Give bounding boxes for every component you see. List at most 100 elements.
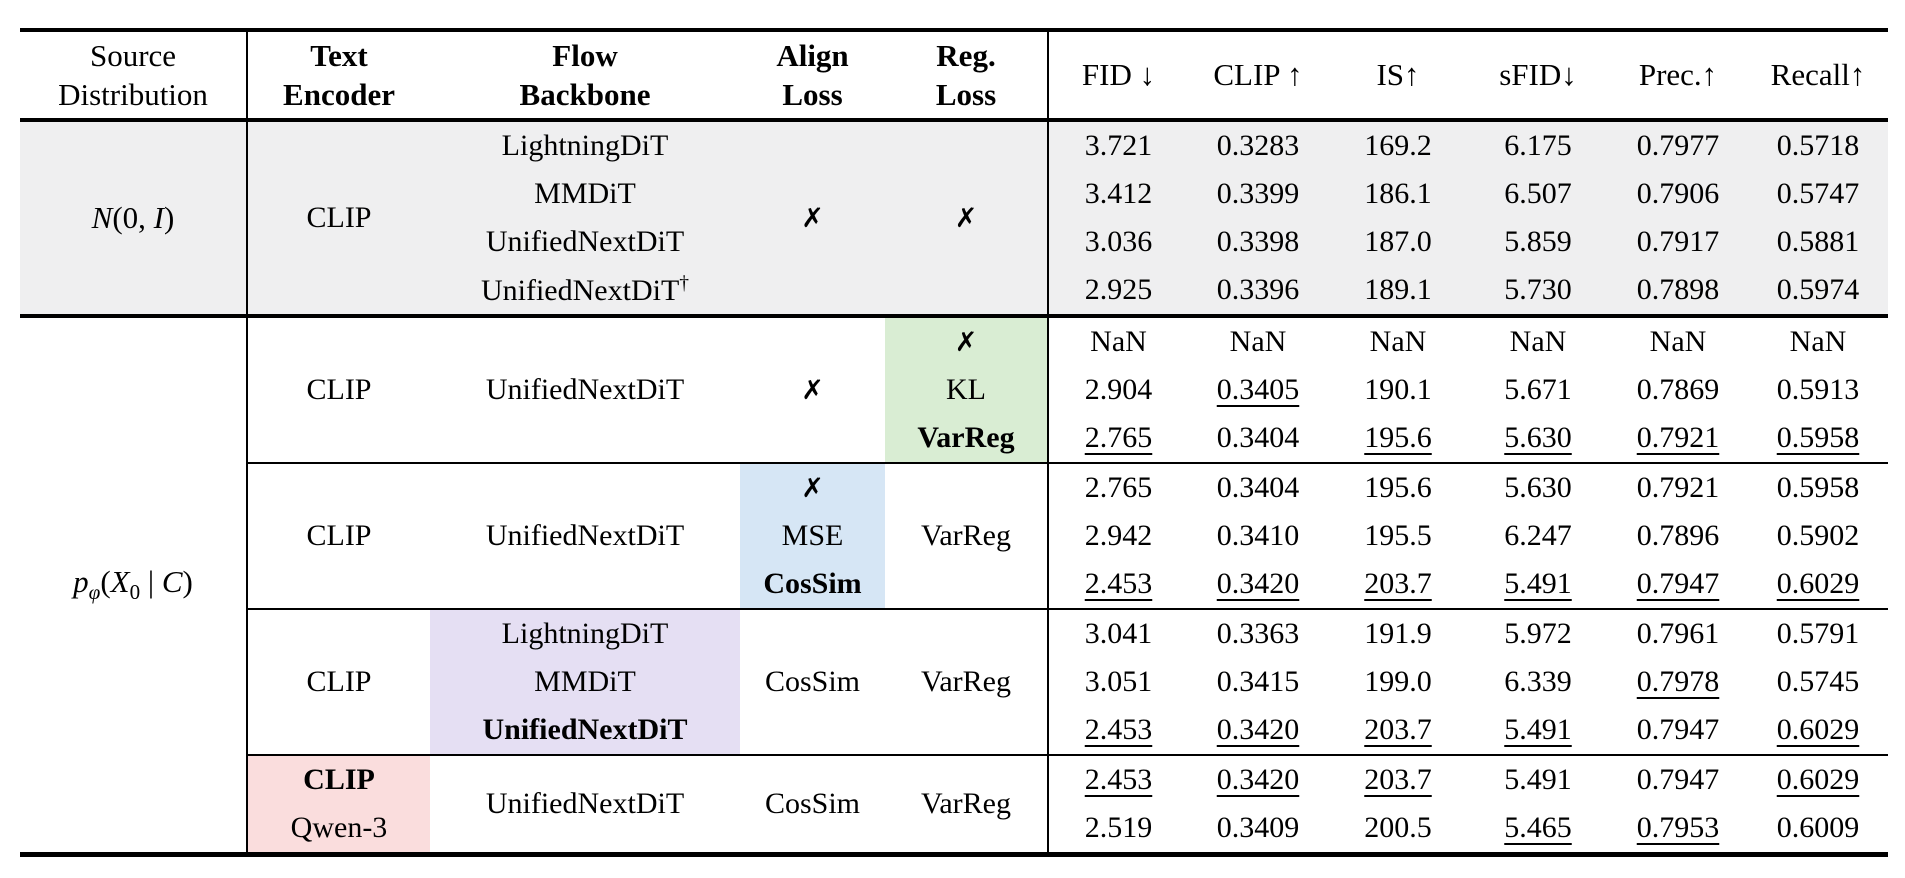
cell-metric-sfid: 5.730 bbox=[1468, 266, 1608, 316]
cell-metric-clip: 0.3398 bbox=[1188, 218, 1328, 266]
config-label: CLIP bbox=[303, 763, 375, 796]
cell-text-encoder: CLIP bbox=[247, 608, 430, 755]
metric-value: 2.942 bbox=[1084, 519, 1153, 552]
metric-value: 203.7 bbox=[1364, 713, 1432, 746]
table-row: Qwen-3 2.519 0.3409 200.5 5.465 0.7953 0.6009 bbox=[20, 804, 1888, 855]
header-line: Loss bbox=[782, 77, 843, 112]
cell-metric-fid: 3.051 bbox=[1047, 658, 1188, 706]
table-row: CLIP LightningDiT CosSim VarReg 3.041 0.3363 1… bbox=[20, 608, 1888, 755]
metric-value: 2.925 bbox=[1084, 273, 1153, 306]
cell-metric-sfid: 5.671 bbox=[1468, 366, 1608, 414]
cell-text-encoder: CLIP bbox=[247, 120, 430, 316]
config-label: VarReg bbox=[921, 519, 1011, 552]
section-learned-prior: pφ(X0 | C) CLIP UnifiedNextDiT ✗ ✗ NaN NaN NaN N… bbox=[20, 316, 1888, 855]
cross-mark: ✗ bbox=[740, 462, 885, 512]
cell-metric-fid: 2.925 bbox=[1047, 266, 1188, 316]
cell-metric-recall: 0.5902 bbox=[1748, 512, 1888, 560]
cell-metric-fid: 3.412 bbox=[1047, 170, 1188, 218]
cell-metric-sfid: 5.491 bbox=[1468, 560, 1608, 609]
cell-metric-prec: 0.7947 bbox=[1608, 560, 1748, 609]
cell-metric-clip: 0.3415 bbox=[1188, 658, 1328, 706]
cell-reg-loss: VarReg bbox=[885, 414, 1048, 463]
cell-metric-sfid: 5.859 bbox=[1468, 218, 1608, 266]
metric-value: 0.6009 bbox=[1776, 811, 1860, 844]
math-part: ) bbox=[164, 200, 175, 235]
metric-value: 0.3404 bbox=[1216, 421, 1300, 454]
header-metric-recall: Recall↑ bbox=[1770, 57, 1866, 92]
metric-value: 0.5745 bbox=[1776, 665, 1860, 698]
config-label: UnifiedNextDiT bbox=[485, 225, 685, 258]
cross-mark: ✗ bbox=[885, 120, 1048, 316]
math-part: φ bbox=[88, 580, 101, 605]
metric-value: 5.491 bbox=[1504, 567, 1572, 600]
cell-flow-backbone: UnifiedNextDiT bbox=[430, 218, 740, 266]
cell-metric-fid: 2.519 bbox=[1047, 804, 1188, 855]
header-line: Text bbox=[310, 38, 368, 73]
cell-source-distribution: N(0, I) bbox=[20, 120, 248, 316]
config-label: UnifiedNextDiT bbox=[485, 787, 685, 820]
metric-value: 5.491 bbox=[1504, 763, 1572, 796]
math-part: ( bbox=[100, 564, 111, 600]
cell-metric-sfid: 5.491 bbox=[1468, 706, 1608, 755]
cell-reg-loss: KL bbox=[885, 366, 1048, 414]
cell-metric-is: 189.1 bbox=[1328, 266, 1468, 316]
metric-value: 0.3396 bbox=[1216, 273, 1300, 306]
cross-mark: ✗ bbox=[740, 316, 885, 463]
metric-value: 0.6029 bbox=[1776, 713, 1860, 746]
metric-value: NaN bbox=[1229, 325, 1287, 358]
config-label: LightningDiT bbox=[501, 617, 669, 650]
metric-value: 0.5974 bbox=[1776, 273, 1860, 306]
cross-mark: ✗ bbox=[885, 316, 1048, 366]
cell-text-encoder: CLIP bbox=[247, 754, 430, 804]
cell-metric-clip: 0.3396 bbox=[1188, 266, 1328, 316]
metric-value: 0.3420 bbox=[1216, 763, 1300, 796]
metric-value: 199.0 bbox=[1364, 665, 1432, 698]
metric-value: 0.5913 bbox=[1776, 373, 1860, 406]
cell-metric-prec: 0.7947 bbox=[1608, 754, 1748, 804]
config-label: ✗ bbox=[954, 203, 978, 234]
cell-flow-backbone: LightningDiT bbox=[430, 120, 740, 170]
cell-metric-is: 195.6 bbox=[1328, 462, 1468, 512]
cell-metric-is: 191.9 bbox=[1328, 608, 1468, 658]
header-line: Reg. bbox=[936, 38, 996, 73]
cell-metric-recall: NaN bbox=[1748, 316, 1888, 366]
metric-value: 0.5958 bbox=[1776, 471, 1860, 504]
cell-text-encoder: CLIP bbox=[247, 316, 430, 463]
cell-metric-prec: 0.7977 bbox=[1608, 120, 1748, 170]
config-label: ✗ bbox=[801, 473, 824, 504]
header-line: Encoder bbox=[283, 77, 395, 112]
metric-value: 5.630 bbox=[1504, 421, 1572, 454]
metric-value: 203.7 bbox=[1364, 567, 1432, 600]
cell-metric-clip: 0.3410 bbox=[1188, 512, 1328, 560]
metric-value: 195.6 bbox=[1364, 421, 1432, 454]
cell-metric-fid: 2.453 bbox=[1047, 754, 1188, 804]
header-line: Distribution bbox=[58, 77, 208, 112]
metric-value: 2.519 bbox=[1084, 811, 1153, 844]
table-row: MMDiT 3.412 0.3399 186.1 6.507 0.7906 0.5747 bbox=[20, 170, 1888, 218]
cell-metric-prec: 0.7896 bbox=[1608, 512, 1748, 560]
metric-value: 0.3409 bbox=[1216, 811, 1300, 844]
config-label: CLIP bbox=[306, 665, 372, 698]
cell-metric-sfid: 6.175 bbox=[1468, 120, 1608, 170]
cell-metric-clip: 0.3283 bbox=[1188, 120, 1328, 170]
cell-metric-prec: 0.7978 bbox=[1608, 658, 1748, 706]
cell-reg-loss: VarReg bbox=[885, 608, 1048, 755]
cell-metric-recall: 0.5745 bbox=[1748, 658, 1888, 706]
cell-metric-is: 200.5 bbox=[1328, 804, 1468, 855]
config-label: UnifiedNextDiT bbox=[482, 713, 688, 746]
metric-value: 2.453 bbox=[1084, 567, 1153, 600]
cell-metric-prec: 0.7906 bbox=[1608, 170, 1748, 218]
config-label: CLIP bbox=[306, 373, 372, 406]
header-line: Source bbox=[89, 38, 177, 73]
cell-metric-recall: 0.5974 bbox=[1748, 266, 1888, 316]
cell-metric-clip: NaN bbox=[1188, 316, 1328, 366]
metric-value: 187.0 bbox=[1364, 225, 1432, 258]
metric-value: 3.041 bbox=[1084, 617, 1153, 650]
cell-metric-prec: 0.7947 bbox=[1608, 706, 1748, 755]
cell-metric-is: 203.7 bbox=[1328, 706, 1468, 755]
cell-metric-prec: 0.7917 bbox=[1608, 218, 1748, 266]
metric-value: 0.3399 bbox=[1216, 177, 1300, 210]
metric-value: 3.036 bbox=[1084, 225, 1153, 258]
metric-value: 0.3405 bbox=[1216, 373, 1300, 406]
table-row: CLIP UnifiedNextDiT ✗ VarReg 2.765 0.3404 195.… bbox=[20, 462, 1888, 609]
